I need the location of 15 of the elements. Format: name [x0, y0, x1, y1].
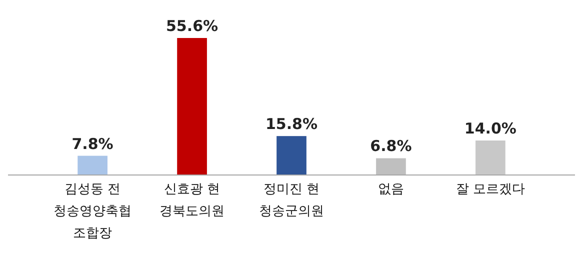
x-tick-label: 신효광 현 경북도의원 [160, 182, 225, 219]
x-tick-label: 없음 [378, 182, 404, 197]
data-label: 55.6% [166, 17, 218, 35]
bar [78, 156, 108, 175]
bar [177, 38, 207, 175]
data-label: 7.8% [72, 134, 114, 153]
data-label: 15.8% [265, 115, 318, 134]
bar [376, 158, 406, 175]
bar [276, 136, 306, 175]
x-tick-label: 김성동 전 청송영양축협 조합장 [54, 182, 132, 241]
x-tick-label: 잘 모르겠다 [456, 182, 526, 197]
x-tick-label: 정미진 현 청송군의원 [259, 182, 324, 219]
data-label: 14.0% [464, 120, 516, 138]
data-label: 6.8% [370, 137, 412, 156]
bar [476, 140, 506, 175]
